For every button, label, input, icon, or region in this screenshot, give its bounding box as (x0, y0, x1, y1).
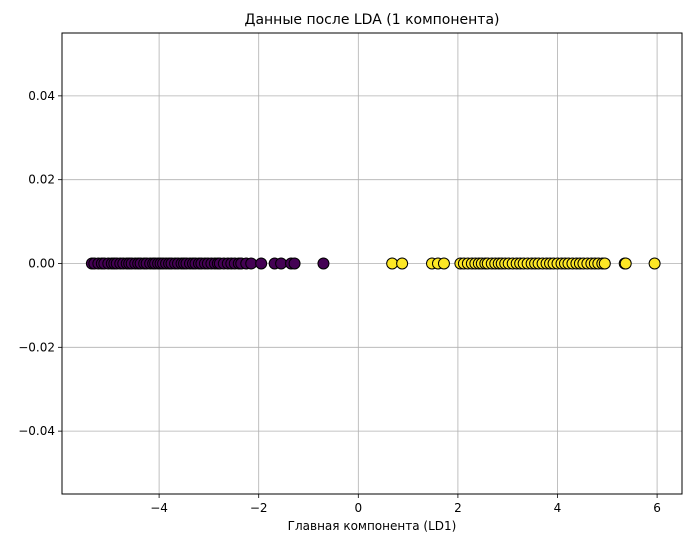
chart-title: Данные после LDA (1 компонента) (245, 12, 500, 28)
data-point-series-1 (437, 257, 450, 270)
data-point-series-1 (396, 257, 409, 270)
data-point-series-1 (386, 257, 399, 270)
data-point-series-0 (275, 257, 288, 270)
data-point-series-0 (288, 257, 301, 270)
x-tick-label: −2 (250, 501, 268, 515)
x-tick-label: −4 (150, 501, 168, 515)
x-axis-label: Главная компонента (LD1) (288, 519, 457, 533)
data-point-series-0 (245, 257, 258, 270)
data-point-series-1 (619, 257, 632, 270)
x-tick-label: 6 (653, 501, 661, 515)
y-tick-label: 0.04 (28, 89, 55, 103)
y-tick-label: 0.00 (28, 257, 55, 271)
y-tick-label: −0.02 (18, 340, 55, 354)
data-point-series-0 (317, 257, 330, 270)
x-tick-label: 0 (354, 501, 362, 515)
data-point-series-1 (598, 257, 611, 270)
data-point-series-0 (255, 257, 268, 270)
y-tick-label: −0.04 (18, 424, 55, 438)
x-tick-label: 4 (554, 501, 562, 515)
data-point-series-1 (648, 257, 661, 270)
x-tick-label: 2 (454, 501, 462, 515)
y-tick-label: 0.02 (28, 173, 55, 187)
data-points (85, 257, 661, 270)
axis-ticks: −4 −2 0 2 4 6 −0.04 −0.02 0.00 0.02 0.04 (18, 89, 661, 515)
